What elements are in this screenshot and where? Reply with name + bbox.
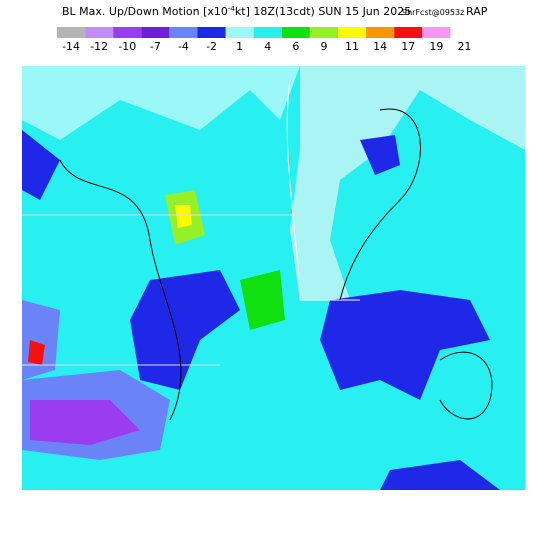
colorbar-label: 19 [429,40,443,53]
title: BL Max. Up/Down Motion [x10-4kt] 18Z(13c… [62,5,411,18]
colorbar-swatch [394,27,423,38]
colorbar-label: -4 [178,40,189,53]
colorbar-label: 1 [236,40,243,53]
field-blue [380,460,500,490]
colorbar-swatch [309,27,338,38]
state-border [286,79,360,301]
forecast-label: 9hrFcst@0953z [402,8,464,17]
colorbar-label: 17 [401,40,415,53]
colorbar-label: -10 [118,40,136,53]
field-blue [22,130,60,200]
colorbar-swatch [450,27,479,38]
colorbar-swatch [422,27,451,38]
field-blue [360,135,400,175]
colorbar-label: 11 [345,40,359,53]
colorbar-label: -7 [150,40,161,53]
colorbar-label: 9 [320,40,327,53]
contour [339,108,421,301]
colorbar-label: 14 [373,40,387,53]
field-periwinkle [22,300,60,380]
model-label: RAP [466,5,488,18]
field-blue [320,290,490,400]
field-green [240,270,285,330]
title-main: BL Max. Up/Down Motion [x10 [62,5,228,18]
colorbar-swatch [197,27,226,38]
colorbar-swatch [225,27,254,38]
colorbar-label: 6 [292,40,299,53]
field-purple [30,400,140,445]
colorbar-swatch [338,27,367,38]
field-red [28,340,45,365]
colorbar-swatch [281,27,310,38]
field-blue [130,270,240,390]
colorbar-label: 4 [264,40,271,53]
colorbar-swatch [169,27,198,38]
colorbar-swatch [113,27,142,38]
colorbar-label: -12 [90,40,108,53]
title-rest: kt] 18Z(13cdt) SUN 15 Jun 2025 [235,5,411,18]
field-light [22,66,300,140]
state-border [22,214,300,366]
colorbar-swatch [366,27,395,38]
colorbar: -14 -12 -10 -7 -4 -2 1 4 6 9 11 14 17 19 21 [57,27,479,53]
title-exponent: -4 [228,5,236,13]
colorbar-swatch [141,27,170,38]
colorbar-swatch [253,27,282,38]
contour [439,351,493,420]
colorbar-label: -14 [62,40,80,53]
colorbar-label: 21 [457,40,471,53]
field-yellow [175,205,192,228]
contour [59,159,182,421]
colorbar-swatch [57,27,86,38]
colorbar-label: -2 [206,40,217,53]
map [22,66,525,490]
colorbar-swatch [85,27,114,38]
lake [290,66,525,300]
